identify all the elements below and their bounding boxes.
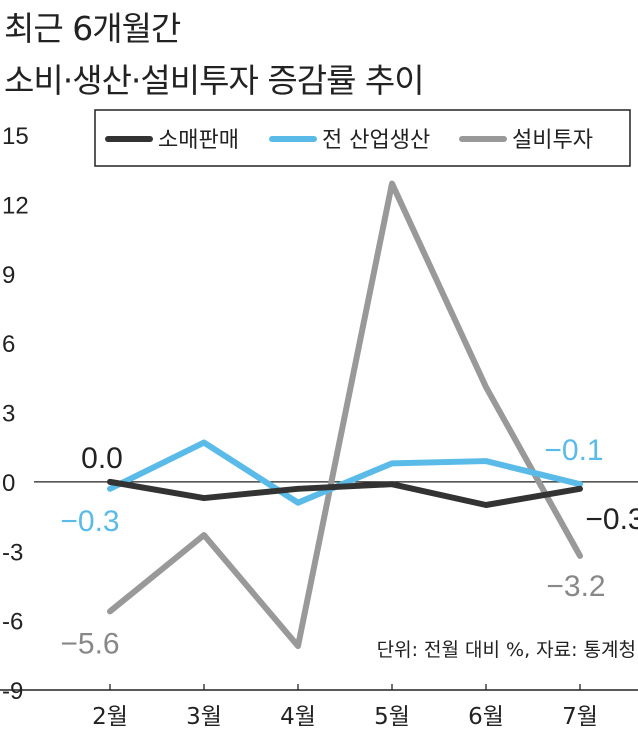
unit-source-note: 단위: 전월 대비 %, 자료: 통계청	[377, 639, 636, 661]
data-label: −0.3	[585, 503, 638, 536]
data-label: 0.0	[81, 442, 123, 475]
chart-title-line1: 최근 6개월간	[4, 9, 181, 48]
y-tick-label: -9	[2, 678, 23, 705]
data-label: −0.3	[60, 505, 119, 538]
y-tick-label: 3	[2, 401, 15, 428]
x-tick-label: 2월	[92, 704, 128, 730]
legend-label: 소매판매	[158, 128, 239, 153]
series-line-retail-sales	[107, 478, 583, 508]
chart-title-line2: 소비·생산·설비투자 증감률 추이	[4, 61, 425, 100]
y-tick-label: 12	[2, 192, 29, 219]
legend-label: 설비투자	[512, 128, 593, 153]
legend-label: 전 산업생산	[322, 128, 430, 153]
x-tick-label: 3월	[186, 704, 222, 730]
y-tick-label: 15	[2, 123, 29, 150]
y-tick-label: -6	[2, 609, 23, 636]
y-tick-label: 6	[2, 331, 15, 358]
y-tick-label: 9	[2, 262, 15, 289]
x-tick-label: 6월	[468, 704, 504, 730]
series-line-industrial-output	[107, 439, 583, 506]
legend-box	[94, 109, 631, 167]
x-tick-label: 4월	[280, 704, 316, 730]
x-tick-label: 5월	[374, 704, 410, 730]
y-tick-label: -3	[2, 539, 23, 566]
data-label: −3.2	[546, 570, 605, 603]
data-label: −0.1	[544, 434, 603, 467]
series-line-facility-investment	[107, 180, 583, 650]
data-label: −5.6	[60, 627, 119, 660]
y-tick-label: 0	[2, 470, 15, 497]
x-tick-label: 7월	[562, 704, 598, 730]
